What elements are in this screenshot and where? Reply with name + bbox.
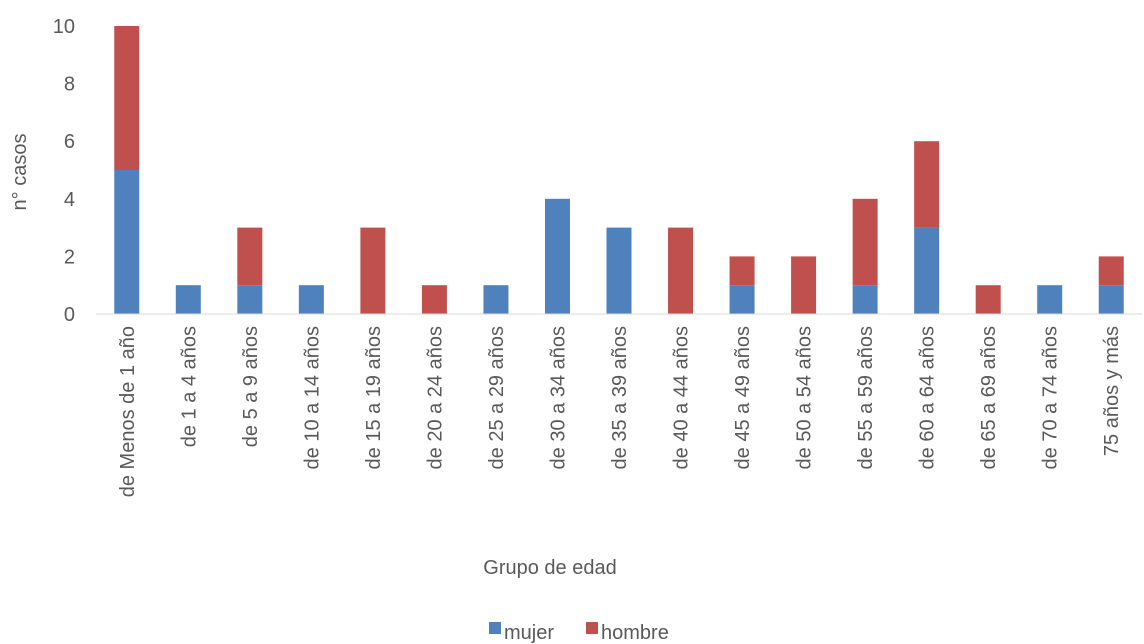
legend-swatch xyxy=(489,622,501,634)
bar-mujer xyxy=(298,285,324,314)
y-tick-label: 10 xyxy=(53,16,75,38)
bar-hombre xyxy=(114,26,140,170)
bar-hombre xyxy=(421,285,447,314)
bar-hombre xyxy=(237,227,263,286)
bar-mujer xyxy=(175,285,201,314)
x-tick-label: de 40 a 44 años xyxy=(671,326,693,469)
bar-mujer xyxy=(914,227,940,314)
bar-hombre xyxy=(1098,256,1124,286)
bar-hombre xyxy=(975,285,1001,314)
bar-mujer xyxy=(1037,285,1063,314)
y-tick-label: 4 xyxy=(64,189,75,211)
bar-hombre xyxy=(360,227,386,314)
x-tick-label: de 1 a 4 años xyxy=(178,326,200,447)
x-tick-label: de 35 a 39 años xyxy=(609,326,631,469)
bar-mujer xyxy=(852,285,878,314)
bar-mujer xyxy=(729,285,755,314)
bar-hombre xyxy=(668,227,694,314)
x-tick-label: 75 años y más xyxy=(1101,326,1123,456)
legend-label: mujer xyxy=(504,622,554,644)
x-tick-label: de 20 a 24 años xyxy=(424,326,446,469)
y-tick-label: 6 xyxy=(64,131,75,153)
x-tick-label: de Menos de 1 año xyxy=(117,326,139,497)
y-axis: 0 2 4 6 8 10 xyxy=(53,16,75,326)
bar-mujer xyxy=(114,170,140,314)
legend-label: hombre xyxy=(601,622,669,644)
legend: mujer hombre xyxy=(489,622,669,644)
bars xyxy=(114,26,1124,314)
y-tick-label: 2 xyxy=(64,246,75,268)
legend-swatch xyxy=(586,622,598,634)
bar-hombre xyxy=(914,141,940,228)
x-axis-title: Grupo de edad xyxy=(483,557,616,579)
bar-mujer xyxy=(483,285,509,314)
bar-mujer xyxy=(237,285,263,314)
y-tick-label: 0 xyxy=(64,304,75,326)
x-tick-label: de 30 a 34 años xyxy=(547,326,569,469)
x-tick-label: de 25 a 29 años xyxy=(486,326,508,469)
x-tick-label: de 50 a 54 años xyxy=(794,326,816,469)
x-tick-label: de 45 a 49 años xyxy=(732,326,754,469)
x-tick-label: de 70 a 74 años xyxy=(1040,326,1062,469)
y-tick-label: 8 xyxy=(64,74,75,96)
bar-mujer xyxy=(544,198,570,314)
legend-item-hombre: hombre xyxy=(586,622,669,644)
legend-item-mujer: mujer xyxy=(489,622,554,644)
x-axis: de Menos de 1 año de 1 a 4 años de 5 a 9 a… xyxy=(117,326,1123,497)
bar-mujer xyxy=(606,227,632,314)
bar-hombre xyxy=(791,256,817,314)
x-tick-label: de 15 a 19 años xyxy=(363,326,385,469)
x-tick-label: de 60 a 64 años xyxy=(917,326,939,469)
bar-mujer xyxy=(1098,285,1124,314)
x-tick-label: de 10 a 14 años xyxy=(301,326,323,469)
x-tick-label: de 5 a 9 años xyxy=(240,326,262,447)
bar-hombre xyxy=(852,198,878,286)
x-tick-label: de 65 a 69 años xyxy=(978,326,1000,469)
bar-hombre xyxy=(729,256,755,286)
x-tick-label: de 55 a 59 años xyxy=(855,326,877,469)
y-axis-title: n° casos xyxy=(9,134,31,211)
